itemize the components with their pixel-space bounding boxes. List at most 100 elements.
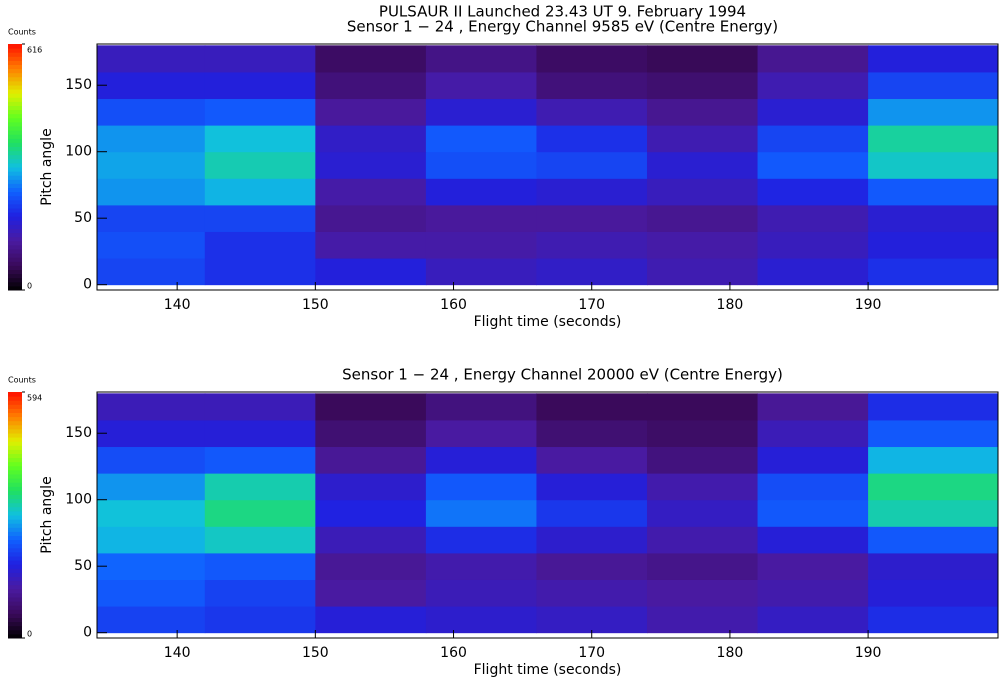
heat-cell [757, 446, 869, 474]
heat-cell [315, 419, 427, 448]
colorbar-segment [8, 486, 22, 491]
heat-cell [425, 151, 537, 179]
colorbar-segment [8, 433, 22, 438]
colorbar-segment [8, 113, 22, 119]
colorbar-segment [8, 617, 22, 623]
heat-cell [97, 473, 206, 501]
colorbar-segment [8, 68, 22, 74]
colorbar-segment [8, 572, 22, 577]
colorbar-segment [8, 613, 22, 618]
heat-cell [757, 579, 869, 607]
heat-cell [425, 178, 537, 206]
x-tick-label: 160 [440, 297, 467, 313]
heat-cell [315, 71, 427, 100]
colorbar-segment [8, 64, 22, 70]
colorbar-segment [8, 551, 22, 557]
colorbar-segment [8, 408, 22, 413]
colorbar-segment [8, 72, 22, 78]
colorbar-segment [8, 138, 22, 143]
heat-cell [315, 231, 427, 259]
heat-cell [425, 204, 537, 232]
colorbar-segment [8, 146, 22, 152]
colorbar-segment [8, 437, 22, 442]
heat-cell [646, 499, 759, 527]
colorbar-segment [8, 633, 22, 639]
y-tick-label: 150 [65, 425, 92, 441]
colorbar-segment [8, 424, 22, 430]
colorbar-tick-label: 616 [27, 46, 42, 55]
heat-cell [204, 499, 316, 527]
colorbar-segment [8, 126, 22, 131]
heat-cell [315, 606, 427, 634]
heat-cell [97, 393, 206, 421]
colorbar-segment [8, 597, 22, 602]
heat-cell [868, 579, 999, 607]
colorbar-segment [8, 539, 22, 545]
heat-cell [204, 606, 316, 634]
x-tick-label: 180 [717, 645, 744, 661]
heat-cell [536, 71, 648, 100]
colorbar-segment [8, 629, 22, 635]
heat-cell [204, 125, 316, 153]
x-tick-label: 190 [855, 645, 882, 661]
colorbar-segment [8, 568, 22, 573]
colorbar-segment [8, 449, 22, 454]
colorbar-segment [8, 515, 22, 520]
heat-cell [868, 98, 999, 126]
heat-cell [536, 499, 648, 527]
heat-cell [315, 151, 427, 179]
heat-cell [204, 71, 316, 100]
heat-cell [204, 151, 316, 179]
plot-frame [96, 391, 999, 639]
y-tick-label: 100 [65, 144, 92, 160]
colorbar-segment [8, 625, 22, 631]
colorbar-segment [8, 150, 22, 156]
heat-cell [425, 393, 537, 421]
colorbar-segment [8, 510, 22, 516]
heat-cell [646, 606, 759, 634]
colorbar-segment [8, 564, 22, 569]
colorbar-segment [8, 465, 22, 471]
colorbar-segment [8, 117, 22, 123]
y-tick-label: 0 [83, 625, 92, 641]
colorbar-segment [8, 420, 22, 426]
heat-cell [315, 579, 427, 607]
heat-cell [536, 526, 648, 554]
y-tick-label: 50 [74, 558, 92, 574]
colorbar-label: Counts [8, 376, 36, 385]
heat-cell [646, 45, 759, 73]
heat-cell [757, 98, 869, 126]
heat-cell [425, 552, 537, 580]
x-tick-label: 140 [164, 645, 191, 661]
heat-cell [757, 125, 869, 153]
heat-cell [315, 526, 427, 554]
heat-cell [646, 204, 759, 232]
colorbar-segment [8, 543, 22, 549]
heat-cell [315, 125, 427, 153]
colorbar-segment [8, 445, 22, 450]
colorbar-segment [8, 441, 22, 446]
colorbar-segment [8, 474, 22, 479]
heat-cell [757, 71, 869, 100]
colorbar-segment [8, 212, 22, 217]
heat-cell [868, 446, 999, 474]
heat-cell [97, 178, 206, 206]
colorbar-segment [8, 80, 22, 86]
colorbar-segment [8, 232, 22, 238]
colorbar-segment [8, 85, 22, 90]
heat-cell [425, 526, 537, 554]
heat-cell [425, 231, 537, 259]
heat-cell [425, 125, 537, 153]
heat-cell [646, 393, 759, 421]
heat-cell [97, 98, 206, 126]
colorbar-segment [8, 244, 22, 250]
heat-cell [97, 526, 206, 554]
colorbar-segment [8, 158, 22, 164]
heat-cell [757, 419, 869, 448]
colorbar-segment [8, 502, 22, 508]
colorbar-segment [8, 97, 22, 102]
heat-cell [97, 231, 206, 259]
heat-cell [536, 204, 648, 232]
heat-cell [425, 98, 537, 126]
colorbar-segment [8, 89, 22, 94]
